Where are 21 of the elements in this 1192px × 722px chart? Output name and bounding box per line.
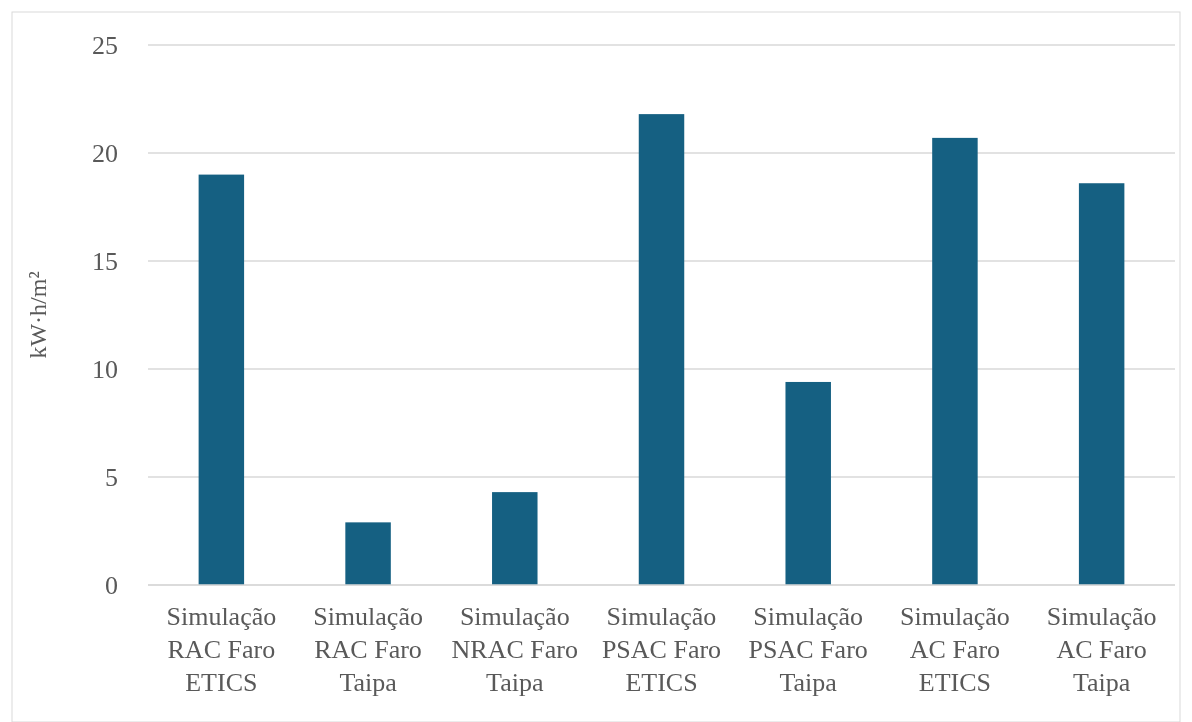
y-tick-label: 25: [92, 30, 118, 60]
bar: [638, 114, 685, 585]
bar: [1078, 183, 1125, 585]
bar: [198, 174, 245, 585]
bar: [492, 492, 538, 585]
y-tick-label: 20: [92, 138, 118, 168]
x-tick-label: Simulação AC Faro Taipa: [1046, 602, 1157, 697]
y-tick-label: 0: [105, 570, 118, 600]
x-tick-label: Simulação RAC Faro Taipa: [313, 602, 423, 697]
y-axis-title: kW·h/m²: [25, 271, 51, 359]
x-tick-label: Simulação AC Faro ETICS: [900, 602, 1010, 697]
x-tick-label: Simulação NRAC Faro Taipa: [451, 602, 578, 697]
x-tick-label: Simulação PSAC Faro ETICS: [601, 602, 722, 697]
bar: [932, 137, 978, 585]
bar: [785, 381, 831, 585]
y-tick-label: 15: [92, 246, 118, 276]
y-tick-label: 5: [105, 462, 118, 492]
bar: [345, 522, 391, 585]
y-tick-label: 10: [92, 354, 118, 384]
x-tick-label: Simulação RAC Faro ETICS: [166, 602, 277, 697]
x-tick-label: Simulação PSAC Faro Taipa: [748, 602, 868, 697]
